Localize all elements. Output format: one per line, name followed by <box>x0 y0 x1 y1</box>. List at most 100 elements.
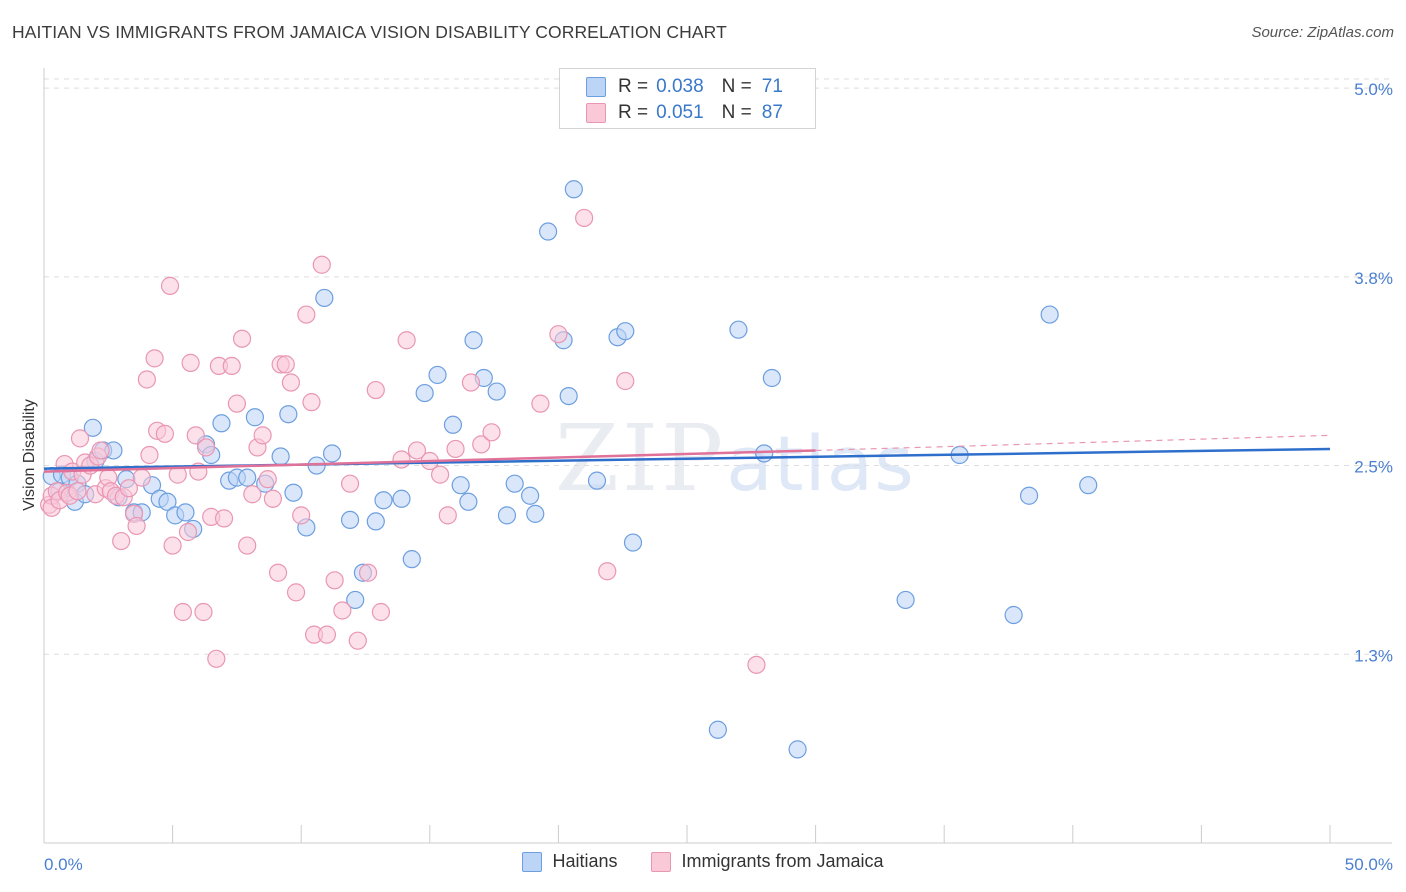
jamaica-point <box>268 563 288 582</box>
jamaica-point <box>112 531 131 551</box>
jamaica-point <box>430 465 450 484</box>
haitian-point <box>279 405 298 424</box>
legend-r-label: R = <box>618 76 649 97</box>
y-axis-label: Vision Disability <box>21 399 38 511</box>
jamaica-point <box>160 276 180 295</box>
series-legend-jamaica[interactable]: Immigrants from Jamaica <box>651 851 884 872</box>
y-tick-label: 1.3% <box>1354 646 1393 665</box>
jamaica-point <box>68 482 87 501</box>
jamaica-point <box>438 506 457 525</box>
jamaica-point <box>263 489 283 508</box>
jamaica-point <box>598 562 617 581</box>
jamaica-point <box>286 583 306 602</box>
y-tick-label: 3.8% <box>1354 269 1393 288</box>
jamaica-point <box>397 331 416 350</box>
series-label-haitians: Haitians <box>552 851 618 871</box>
jamaica-point <box>222 356 241 376</box>
jamaica-point <box>145 349 164 368</box>
haitian-point <box>505 474 524 493</box>
legend-n-value: 87 <box>761 102 783 123</box>
source-credit: Source: ZipAtlas.com <box>1251 24 1394 41</box>
jamaica-point <box>232 329 252 348</box>
jamaica-point <box>407 441 427 460</box>
haitian-point <box>392 489 411 508</box>
jamaica-point <box>302 393 321 412</box>
haitian-point <box>623 533 643 552</box>
haitian-point <box>315 288 334 308</box>
legend-swatch-haitians <box>586 77 606 97</box>
jamaica-point <box>137 370 156 389</box>
haitian-point <box>415 383 434 403</box>
haitian-point <box>587 471 607 490</box>
series-legend: Haitians Immigrants from Jamaica <box>0 851 1406 872</box>
legend-row-jamaica: R = 0.051 N = 87 <box>586 101 783 125</box>
haitian-point <box>896 590 915 610</box>
jamaica-point <box>214 509 234 528</box>
jamaica-point <box>178 522 198 542</box>
jamaica-point <box>297 305 316 324</box>
series-legend-haitians[interactable]: Haitians <box>522 851 617 872</box>
jamaica-point <box>243 485 262 504</box>
haitian-point <box>1004 605 1023 625</box>
haitian-point <box>564 180 583 199</box>
jamaica-point <box>140 445 159 465</box>
haitian-point <box>497 506 517 525</box>
legend-n-label: N = <box>721 76 752 97</box>
jamaica-trend-line <box>43 449 816 473</box>
haitian-point <box>428 365 447 385</box>
jamaica-trend-extension <box>815 434 1331 452</box>
haitian-point <box>83 418 102 437</box>
haitian-point <box>459 492 478 511</box>
jamaica-point <box>127 516 146 536</box>
jamaica-point <box>358 563 378 582</box>
jamaica-point <box>292 506 311 525</box>
chart-title: HAITIAN VS IMMIGRANTS FROM JAMAICA VISIO… <box>12 22 727 42</box>
series-swatch-haitians <box>522 851 543 872</box>
series-label-jamaica: Immigrants from Jamaica <box>681 851 884 871</box>
jamaica-point <box>472 435 491 454</box>
jamaica-point <box>482 423 501 442</box>
haitian-point <box>245 408 265 427</box>
jamaica-point <box>181 353 200 372</box>
jamaica-point <box>194 602 213 622</box>
jamaica-point <box>238 536 257 555</box>
x-tick-label: 50.0% <box>1345 855 1393 874</box>
jamaica-point <box>253 426 272 445</box>
legend-r-value: 0.038 <box>656 76 704 97</box>
haitian-point <box>616 322 635 341</box>
haitian-point <box>284 483 303 502</box>
jamaica-point <box>227 394 246 413</box>
jamaica-point <box>392 450 411 469</box>
haitian-point <box>451 476 470 495</box>
haitian-point <box>402 550 421 569</box>
jamaica-point <box>575 208 594 228</box>
haitian-point <box>322 444 342 463</box>
haitian-point <box>762 368 781 388</box>
jamaica-point <box>312 255 331 274</box>
jamaica-point <box>281 373 301 392</box>
jamaica-point <box>333 601 352 620</box>
haitian-point <box>559 386 578 406</box>
haitian-point <box>271 447 290 466</box>
jamaica-point <box>132 468 151 487</box>
jamaica-point <box>348 631 367 650</box>
jamaica-point <box>91 441 110 460</box>
jamaica-point <box>461 373 481 392</box>
haitian-point <box>374 491 393 510</box>
haitian-point <box>1019 486 1039 505</box>
jamaica-point <box>155 424 174 443</box>
jamaica-point <box>340 474 360 493</box>
jamaica-point <box>366 380 385 400</box>
jamaica-point <box>119 479 138 498</box>
haitian-point <box>526 504 545 523</box>
jamaica-point <box>207 649 226 668</box>
y-tick-label: 2.5% <box>1354 458 1393 477</box>
jamaica-point <box>371 602 391 622</box>
watermark: ZIPatlas <box>555 405 915 512</box>
jamaica-point <box>173 602 192 622</box>
jamaica-point <box>163 536 182 555</box>
y-tick-label: 5.0% <box>1354 80 1393 99</box>
jamaica-point <box>616 371 635 391</box>
haitian-point <box>521 486 540 505</box>
